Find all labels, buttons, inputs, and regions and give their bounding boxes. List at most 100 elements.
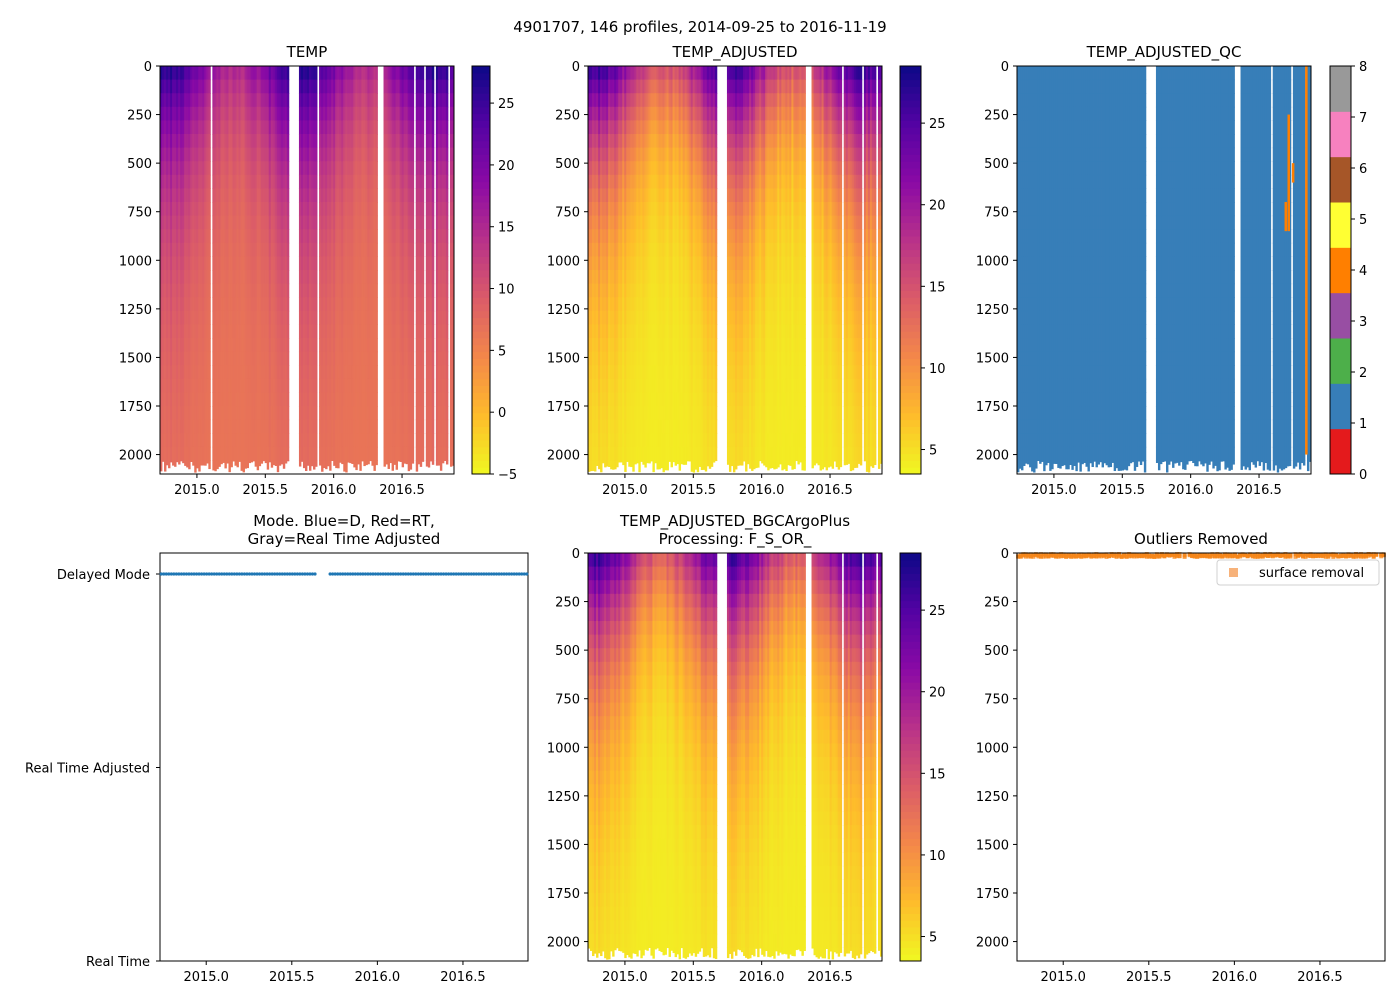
heatmap-cell [202, 338, 205, 353]
heatmap-cell [391, 270, 394, 285]
heatmap-cell [445, 106, 449, 121]
heatmap-cell [298, 202, 302, 217]
heatmap-cell [361, 419, 364, 434]
heatmap-cell [618, 188, 621, 203]
heatmap-cell [222, 283, 225, 298]
colorbar-tick-label: 10 [498, 283, 515, 298]
heatmap-cell [339, 433, 342, 448]
heatmap-cell [405, 202, 409, 217]
heatmap-cell [403, 106, 407, 121]
heatmap-cell [642, 310, 645, 325]
heatmap-cell [401, 242, 405, 257]
heatmap-cell [178, 174, 181, 189]
heatmap-cell [443, 365, 447, 380]
heatmap-cell [616, 106, 619, 121]
heatmap-cell [224, 446, 227, 461]
heatmap-cell [258, 79, 262, 94]
heatmap-cell [184, 310, 187, 325]
heatmap-cell [270, 120, 274, 135]
heatmap-cell [160, 310, 163, 325]
heatmap-cell [162, 419, 165, 434]
heatmap-cell [421, 351, 425, 366]
heatmap-cell [170, 106, 173, 121]
heatmap-cell [393, 134, 396, 149]
heatmap-cell [644, 338, 647, 353]
heatmap-cell [604, 188, 607, 203]
heatmap-cell [264, 66, 268, 81]
heatmap-cell [323, 283, 326, 298]
heatmap-cell [164, 242, 167, 257]
heatmap-cell [397, 229, 401, 244]
heatmap-cell [212, 460, 215, 471]
heatmap-cell [172, 106, 175, 121]
heatmap-cell [411, 378, 415, 393]
heatmap-cell [240, 161, 243, 176]
heatmap-cell [280, 242, 284, 257]
heatmap-cell [270, 161, 274, 176]
heatmap-cell [162, 324, 165, 339]
heatmap-cell [395, 378, 399, 393]
heatmap-cell [182, 66, 185, 81]
heatmap-cell [361, 79, 364, 94]
heatmap-cell [216, 297, 219, 312]
heatmap-cell [250, 120, 254, 135]
heatmap-cell [325, 202, 328, 217]
heatmap-cell [365, 378, 368, 393]
heatmap-cell [331, 406, 334, 421]
heatmap-cell [636, 134, 639, 149]
heatmap-cell [218, 79, 221, 94]
heatmap-cell [427, 79, 431, 94]
heatmap-cell [298, 365, 302, 380]
heatmap-cell [622, 242, 625, 257]
heatmap-cell [367, 365, 370, 380]
heatmap-cell [397, 147, 401, 162]
heatmap-cell [355, 66, 358, 81]
heatmap-cell [632, 106, 635, 121]
heatmap-cell [391, 365, 394, 380]
heatmap-cell [622, 378, 625, 393]
heatmap-cell [435, 256, 439, 271]
heatmap-cell [606, 351, 609, 366]
heatmap-cell [315, 433, 318, 448]
heatmap-cell [618, 147, 621, 162]
heatmap-cell [411, 310, 415, 325]
heatmap-cell [250, 378, 254, 393]
heatmap-cell [170, 215, 173, 230]
heatmap-cell [383, 283, 386, 298]
heatmap-cell [435, 378, 439, 393]
heatmap-cell [335, 351, 338, 366]
heatmap-cell [638, 66, 641, 81]
heatmap-cell [218, 446, 221, 461]
heatmap-cell [172, 174, 175, 189]
heatmap-cell [393, 106, 396, 121]
heatmap-cell [298, 392, 302, 407]
heatmap-cell [357, 365, 360, 380]
heatmap-cell [206, 365, 209, 380]
heatmap-cell [602, 215, 605, 230]
heatmap-cell [612, 202, 615, 217]
heatmap-cell [278, 147, 282, 162]
heatmap-cell [226, 310, 229, 325]
heatmap-cell [270, 256, 274, 271]
heatmap-cell [218, 215, 221, 230]
heatmap-cell [204, 392, 207, 407]
heatmap-cell [222, 93, 225, 108]
heatmap-cell [389, 406, 392, 421]
heatmap-cell [327, 365, 330, 380]
heatmap-cell [266, 460, 270, 470]
heatmap-cell [590, 460, 593, 472]
heatmap-cell [188, 378, 191, 393]
heatmap-cell [274, 270, 278, 285]
heatmap-cell [302, 378, 306, 393]
heatmap-cell [602, 174, 605, 189]
heatmap-cell [331, 446, 334, 461]
heatmap-cell [345, 338, 348, 353]
heatmap-cell [309, 93, 312, 108]
heatmap-cell [270, 338, 274, 353]
heatmap-cell [302, 229, 306, 244]
heatmap-cell [300, 215, 304, 230]
heatmap-cell [443, 106, 447, 121]
heatmap-cell [327, 433, 330, 448]
heatmap-cell [642, 93, 645, 108]
heatmap-cell [309, 106, 312, 121]
